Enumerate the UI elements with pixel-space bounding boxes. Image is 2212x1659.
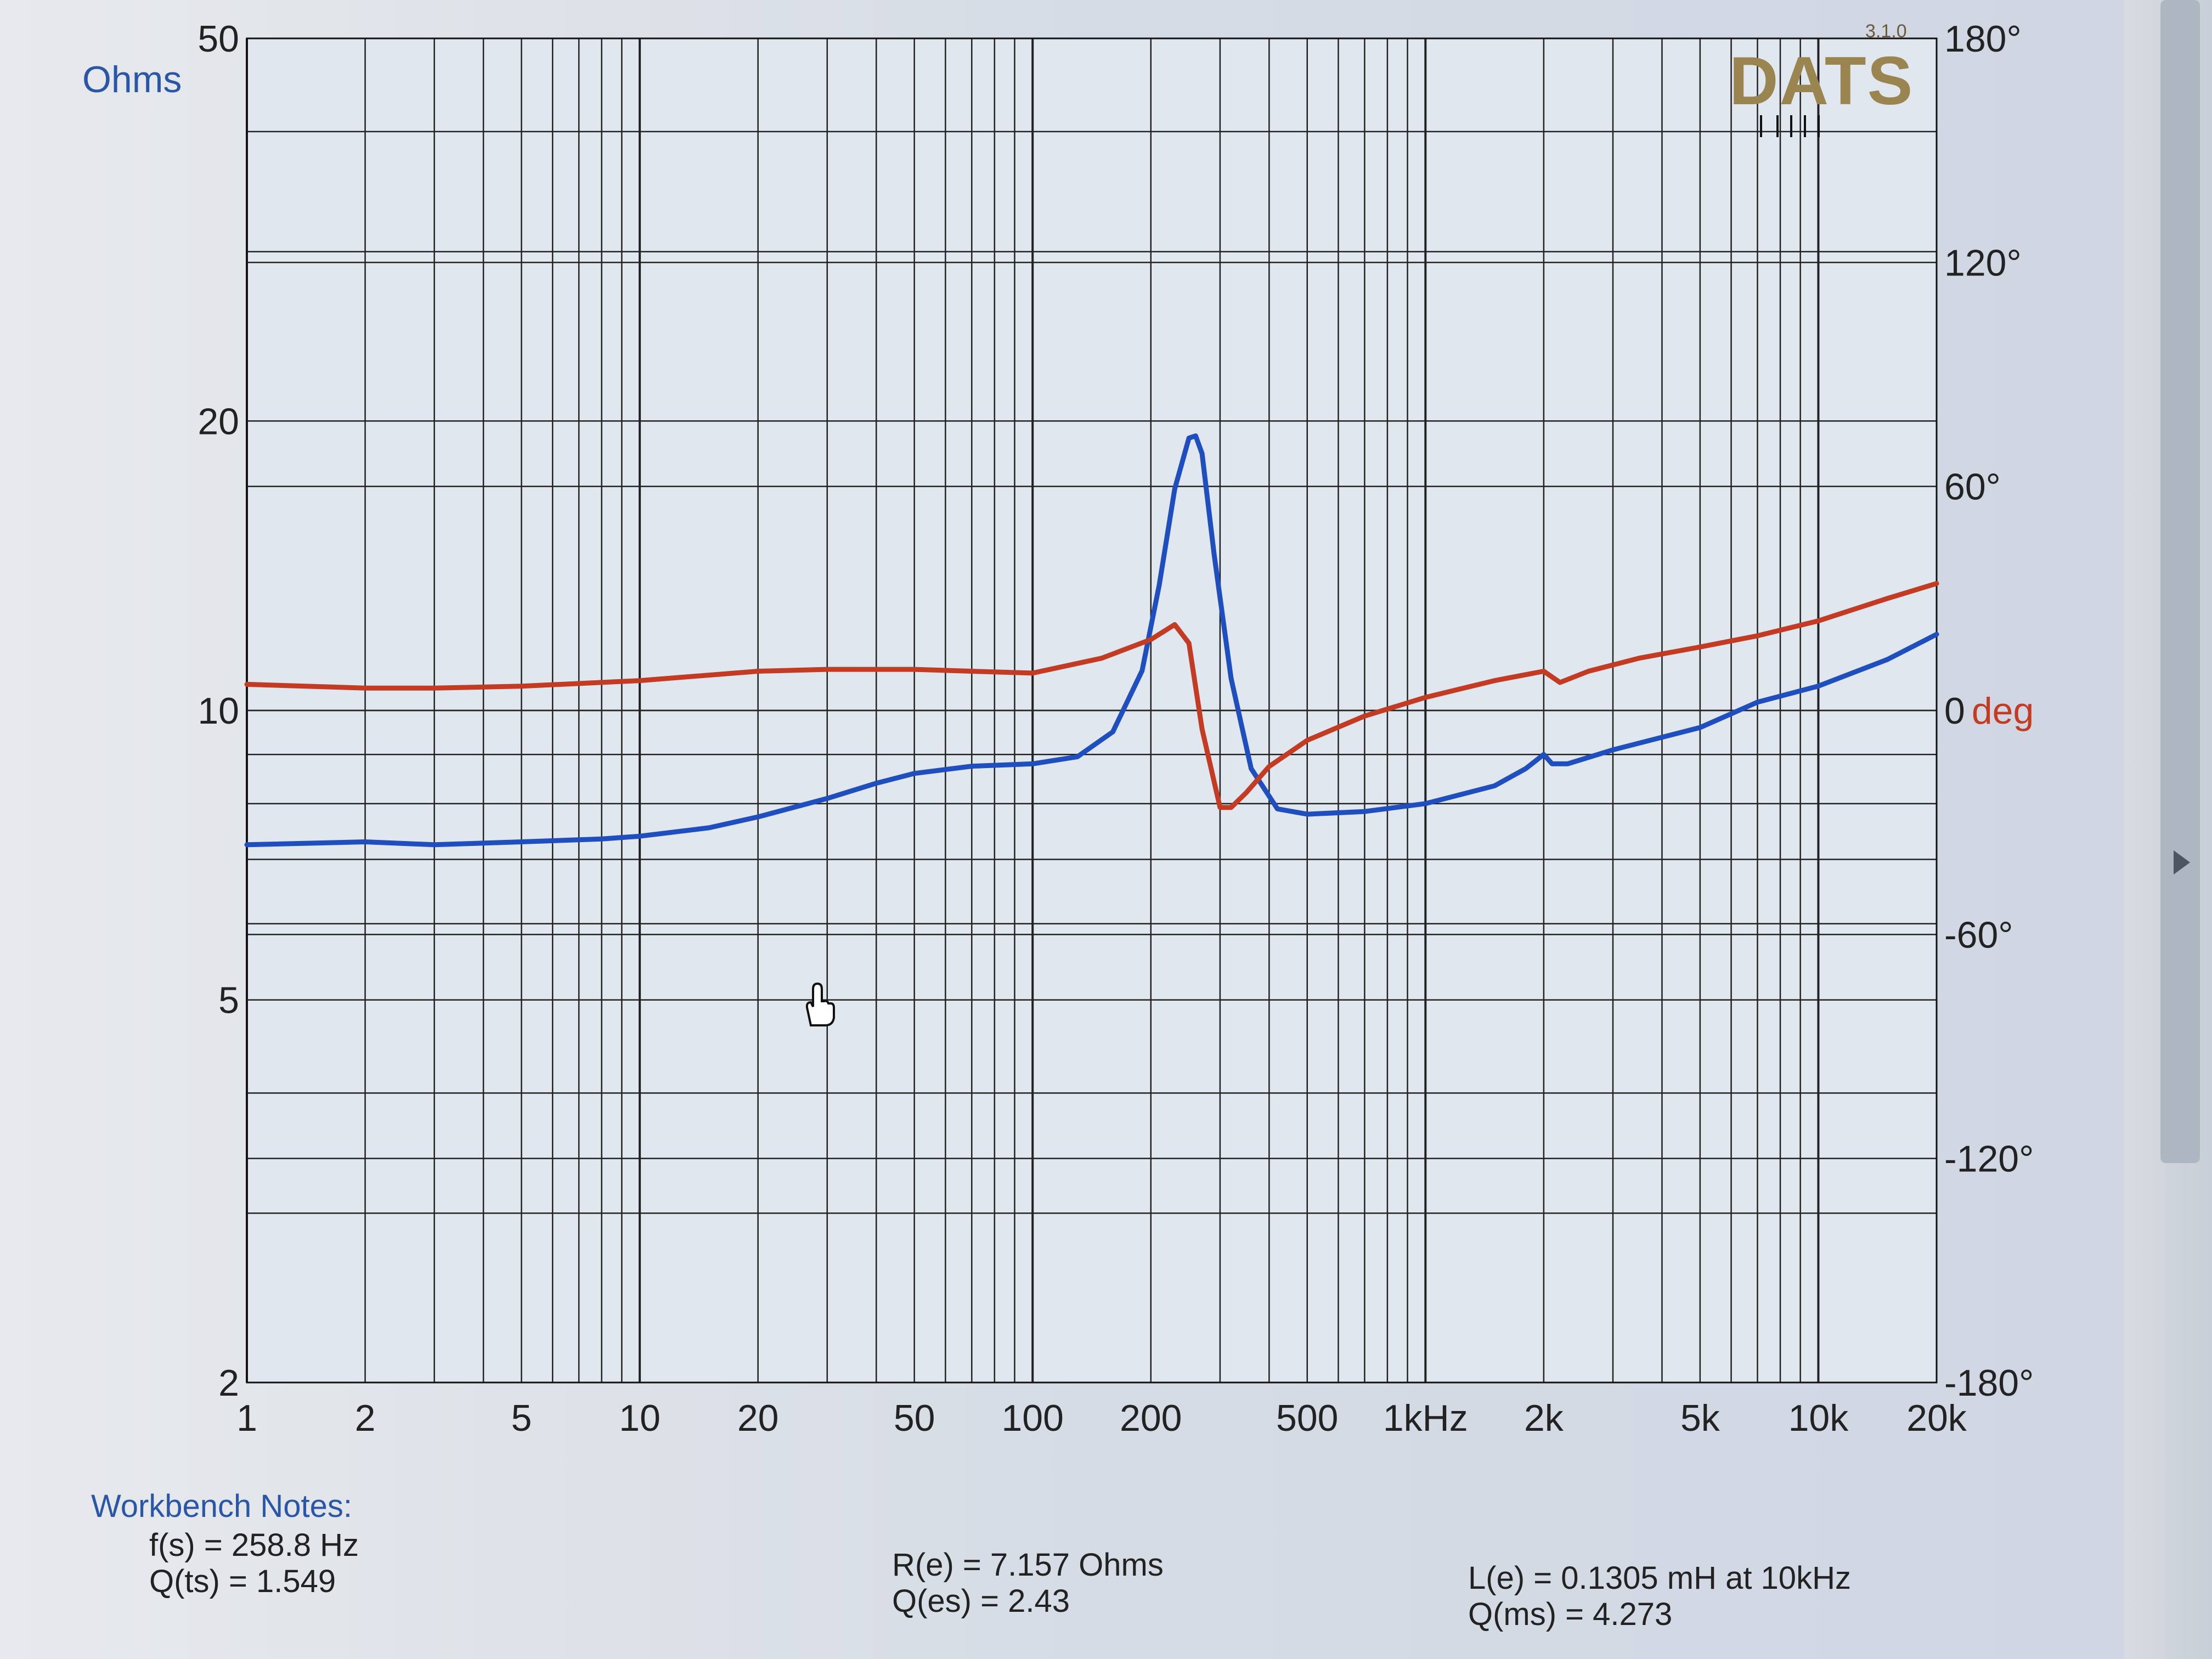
- x-tick-label: 10k: [1788, 1397, 1849, 1439]
- y2-tick-label: 120°: [1944, 242, 2022, 284]
- x-tick-label: 20k: [1906, 1397, 1967, 1439]
- qes-value: Q(es) = 2.43: [892, 1583, 1070, 1619]
- y2-tick-label: -120°: [1944, 1138, 2034, 1180]
- right-axis-tick-labels: 180° 120° 60° 0 deg -60° -120° -180°: [1944, 18, 2034, 1404]
- x-axis-tick-labels: 1 2 5 10 20 50 100 200 500 1kHz 2k 5k 10k 20k: [236, 1397, 1967, 1439]
- x-tick-label: 50: [894, 1397, 935, 1439]
- phase-unit-label: deg: [1972, 690, 2034, 732]
- phase-series-line: [244, 581, 1939, 810]
- x-tick-label: 5k: [1680, 1397, 1720, 1439]
- x-tick-label: 10: [619, 1397, 661, 1439]
- x-tick-label: 1kHz: [1383, 1397, 1468, 1439]
- notes-column-3: L(e) = 0.1305 mH at 10kHz Q(ms) = 4.273: [1468, 1560, 1851, 1633]
- vertical-scrollbar[interactable]: [2124, 0, 2212, 1659]
- series-layer: [244, 433, 1939, 848]
- dats-logo: DATS: [1729, 43, 1914, 119]
- x-tick-label: 20: [737, 1397, 779, 1439]
- impedance-series-line: [244, 433, 1939, 848]
- impedance-unit-label: Ohms: [82, 59, 182, 100]
- dats-logo-bars: [1760, 115, 1820, 137]
- y2-tick-label: -180°: [1944, 1362, 2034, 1404]
- workbench-notes-title: Workbench Notes:: [91, 1488, 353, 1524]
- x-tick-label: 1: [236, 1397, 257, 1439]
- x-tick-label: 100: [1001, 1397, 1063, 1439]
- scroll-right-arrow-icon[interactable]: [2174, 850, 2190, 874]
- qts-value: Q(ts) = 1.549: [149, 1564, 336, 1599]
- x-tick-label: 5: [511, 1397, 532, 1439]
- left-axis-tick-labels: 50 20 10 5 2: [198, 18, 239, 1404]
- y-tick-label: 10: [198, 690, 239, 732]
- plot-frame: [246, 37, 1938, 1384]
- y2-tick-label: 180°: [1944, 18, 2022, 60]
- le-value: L(e) = 0.1305 mH at 10kHz: [1468, 1560, 1851, 1596]
- y-tick-label: 2: [218, 1362, 239, 1404]
- hand-cursor-icon: [805, 982, 835, 1026]
- y2-tick-label: 0 deg: [1944, 690, 2034, 732]
- y-tick-label: 20: [198, 400, 239, 442]
- notes-column-1: f(s) = 258.8 Hz Q(ts) = 1.549: [149, 1527, 359, 1600]
- re-value: R(e) = 7.157 Ohms: [892, 1547, 1164, 1583]
- scrollbar-thumb[interactable]: [2160, 0, 2200, 1163]
- notes-column-2: R(e) = 7.157 Ohms Q(es) = 2.43: [892, 1547, 1164, 1620]
- y2-tick-label: 60°: [1944, 466, 2001, 508]
- y-tick-label: 5: [218, 980, 239, 1022]
- qms-value: Q(ms) = 4.273: [1468, 1596, 1673, 1632]
- fs-value: f(s) = 258.8 Hz: [149, 1527, 359, 1563]
- version-label: 3.1.0: [1865, 21, 1907, 42]
- x-tick-label: 200: [1120, 1397, 1182, 1439]
- x-tick-label: 2k: [1524, 1397, 1564, 1439]
- y2-tick-label: -60°: [1944, 914, 2013, 956]
- y-tick-label: 50: [198, 18, 239, 60]
- x-tick-label: 2: [355, 1397, 376, 1439]
- x-tick-label: 500: [1276, 1397, 1338, 1439]
